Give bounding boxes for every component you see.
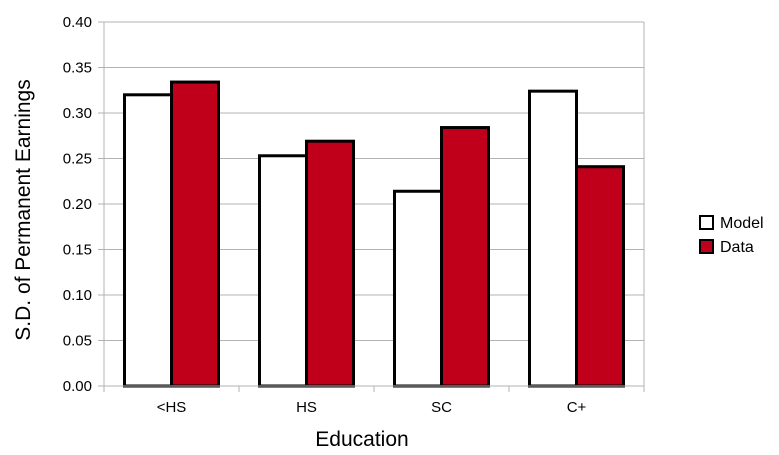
x-tick-label: HS [296, 399, 317, 416]
x-tick-label: C+ [567, 399, 587, 416]
x-axis-title: Education [315, 428, 408, 451]
y-tick-label: 0.40 [63, 14, 92, 31]
legend-swatch-model [699, 215, 714, 230]
y-axis-title: S.D. of Permanent Earnings [12, 79, 35, 340]
y-axis-ticks: 0.00 0.05 0.10 0.15 0.20 0.25 0.30 0.35 0.40 [63, 14, 104, 395]
legend: Model Data [699, 215, 764, 256]
y-tick-label: 0.10 [63, 287, 92, 304]
bar-data-2 [440, 126, 490, 388]
x-tick-label: <HS [157, 399, 187, 416]
bar-data-0 [170, 80, 220, 388]
bar-model-1 [258, 154, 308, 388]
bar-data-1 [305, 139, 355, 388]
bar-model-0 [123, 93, 173, 388]
y-tick-label: 0.35 [63, 60, 92, 77]
y-tick-label: 0.05 [63, 333, 92, 350]
y-tick-label: 0.15 [63, 242, 92, 259]
legend-swatch-data [699, 239, 714, 254]
bars [123, 80, 625, 388]
bar-model-2 [393, 189, 443, 388]
y-tick-label: 0.20 [63, 196, 92, 213]
x-axis-ticks: <HS HS SC C+ [103, 386, 645, 416]
y-tick-label: 0.30 [63, 105, 92, 122]
bar-data-3 [575, 165, 625, 388]
y-tick-label: 0.00 [63, 378, 92, 395]
y-tick-label: 0.25 [63, 151, 92, 168]
x-tick-label: SC [431, 399, 452, 416]
bar-model-3 [528, 89, 578, 388]
legend-label-data: Data [720, 239, 754, 256]
legend-label-model: Model [720, 215, 764, 232]
